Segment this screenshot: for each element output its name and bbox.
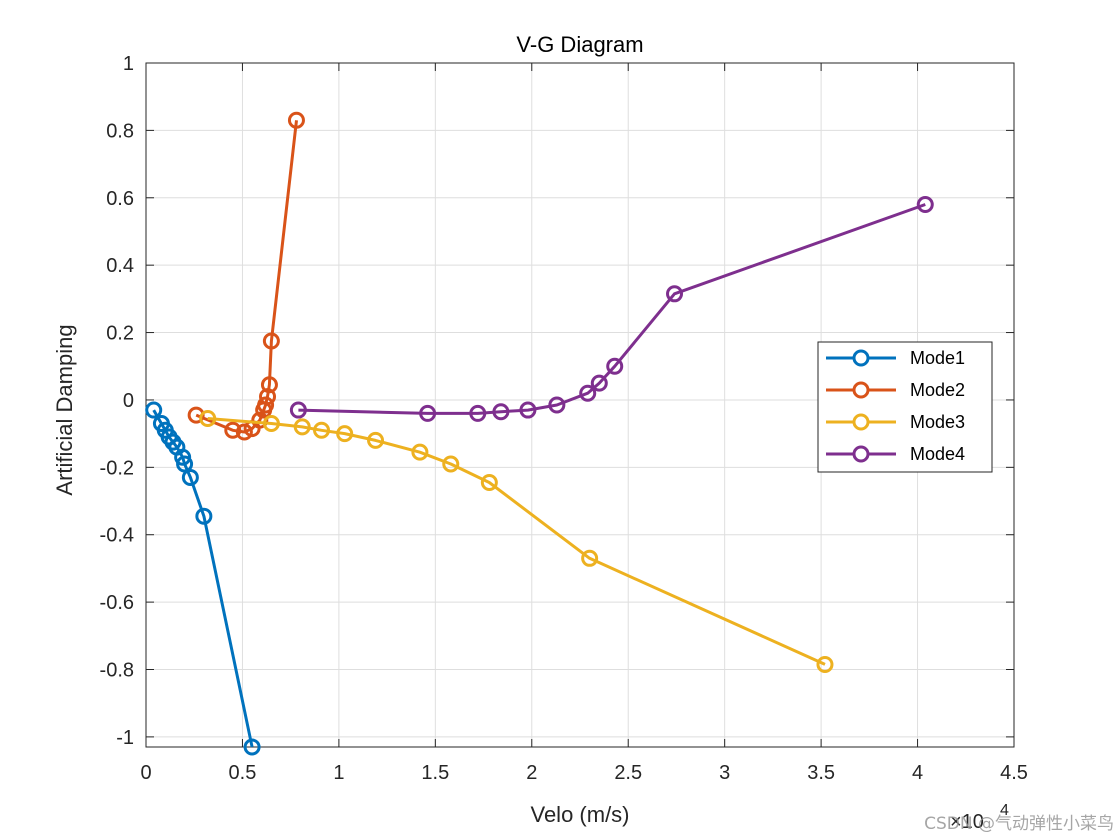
data-point [480,473,498,491]
y-tick-label: 0.2 [106,323,134,345]
legend-item: Mode4 [826,444,965,464]
data-point [199,409,217,427]
plot-frame [145,62,1015,748]
y-tick-label: -0.2 [100,457,134,479]
data-point [411,443,429,461]
chart-title: V-G Diagram [516,32,643,57]
x-tick-label: 3.5 [807,762,835,784]
data-point [469,404,487,422]
x-tick-label: 0.5 [229,762,257,784]
x-tick-label: 1.5 [421,762,449,784]
series-line [298,203,926,415]
data-point [289,401,307,419]
data-point [519,401,537,419]
y-tick-label: 0.8 [106,120,134,142]
legend-marker [852,381,870,399]
y-tick-label: 1 [123,53,134,75]
y-tick-label: 0 [123,390,134,412]
legend-box [817,341,993,473]
y-tick-label: -1 [116,727,134,749]
data-point [590,374,608,392]
data-point [243,738,261,756]
data-point [257,396,275,414]
data-point [262,415,280,433]
legend-item: Mode2 [826,380,965,400]
x-tick-label: 1 [333,762,344,784]
data-point [666,285,684,303]
y-tick-label: -0.4 [100,525,134,547]
x-tick-label: 0 [140,762,151,784]
data-point [176,455,194,473]
series-mode2 [187,111,305,441]
y-axis-label: Artificial Damping [52,324,77,495]
series-mode1 [145,401,261,756]
y-tick-label: -0.6 [100,592,134,614]
data-point [419,404,437,422]
data-point [260,376,278,394]
axis-ticks: 0 0.5 1 1.5 2 2.5 3 3.5 4 4.5 1 0.8 0.6 0.4 0.2 0 -0.2 -0… [100,53,1028,784]
series-group [145,111,934,756]
legend-label: Mode2 [910,380,965,400]
legend-item: Mode3 [826,412,965,432]
data-point [606,357,624,375]
legend-label: Mode1 [910,348,965,368]
y-tick-label: -0.8 [100,660,134,682]
legend-item: Mode1 [826,348,965,368]
x-axis-exponent-power: 4 [1000,802,1009,819]
legend: Mode1 Mode2 Mode3 Mode4 [817,341,993,473]
watermark: CSDN @气动弹性小菜鸟 [924,814,1114,834]
data-point [916,196,934,214]
legend-label: Mode3 [910,412,965,432]
data-point [287,111,305,129]
legend-marker [852,413,870,431]
data-point [816,655,834,673]
data-point [548,396,566,414]
data-point [224,421,242,439]
legend-label: Mode4 [910,444,965,464]
x-tick-label: 2.5 [614,762,642,784]
x-tick-label: 3 [719,762,730,784]
data-point [181,468,199,486]
data-point [581,549,599,567]
x-axis-exponent-base: ×10 [950,811,984,833]
data-point [579,384,597,402]
series-mode4 [289,196,934,422]
data-point [336,425,354,443]
x-tick-label: 4.5 [1000,762,1028,784]
data-point [262,332,280,350]
data-point [259,388,277,406]
x-tick-label: 4 [912,762,923,784]
legend-marker [852,445,870,463]
data-point [195,507,213,525]
data-point [442,455,460,473]
y-tick-label: 0.6 [106,188,134,210]
x-axis-label: Velo (m/s) [530,802,629,827]
x-tick-label: 2 [526,762,537,784]
series-line [207,417,826,666]
data-point [235,423,253,441]
data-point [492,403,510,421]
legend-marker [852,349,870,367]
data-point [145,401,163,419]
data-point [313,421,331,439]
data-point [293,418,311,436]
series-mode3 [199,409,834,673]
data-point [367,431,385,449]
y-tick-label: 0.4 [106,255,134,277]
